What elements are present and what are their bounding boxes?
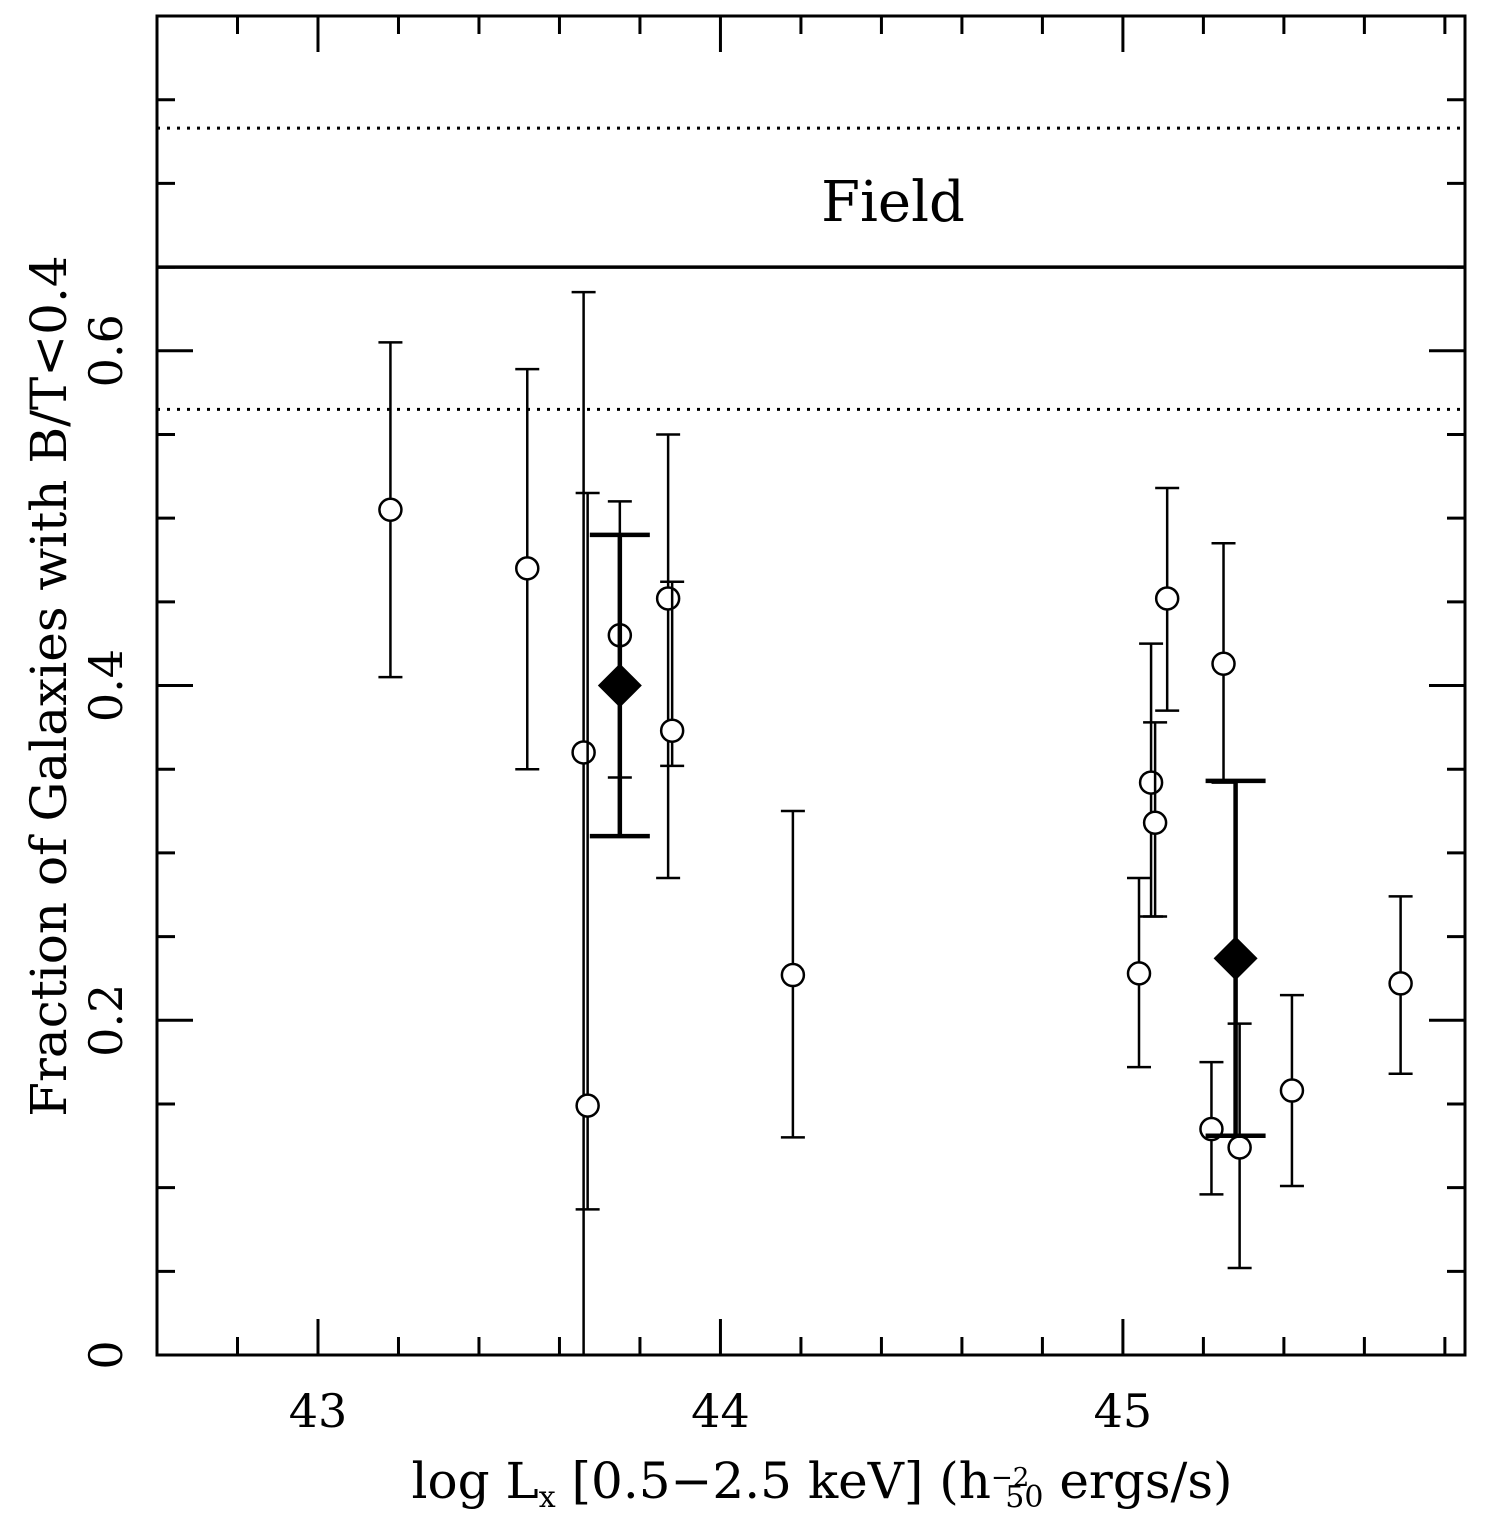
y-tick-label: 0.4 xyxy=(79,649,133,722)
y-tick-label: 0.2 xyxy=(79,984,133,1057)
x-tick-label: 45 xyxy=(1094,1384,1153,1438)
data-marks xyxy=(378,290,1413,1357)
circle-marker xyxy=(1211,651,1236,676)
binned-point xyxy=(589,532,650,839)
cluster-point xyxy=(575,491,600,1211)
plot-frame xyxy=(155,14,1467,1357)
circle-marker xyxy=(1279,1078,1305,1103)
y-tick-label: 0 xyxy=(79,1340,133,1369)
circle-marker xyxy=(571,740,596,765)
circle-marker xyxy=(1126,961,1152,986)
x-title-sub-50: 50 xyxy=(1005,1480,1043,1515)
y-axis-title: Fraction of Galaxies with B/T<0.4 xyxy=(20,255,78,1116)
field-label: Field xyxy=(821,170,965,235)
field-lines xyxy=(157,126,1465,411)
cluster-point xyxy=(1199,1060,1224,1196)
circle-marker xyxy=(575,1093,600,1118)
circle-marker xyxy=(780,962,806,988)
cluster-point xyxy=(1211,541,1236,784)
circle-marker xyxy=(378,497,403,523)
cluster-point xyxy=(1138,642,1164,918)
cluster-point xyxy=(1142,721,1168,918)
binned-point xyxy=(1205,778,1266,1138)
cluster-point xyxy=(780,809,806,1139)
cluster-point xyxy=(1227,1022,1252,1270)
x-title-sup-exp: −2 xyxy=(991,1463,1029,1493)
y-tick-label: 0.6 xyxy=(79,314,133,387)
cluster-point xyxy=(655,433,681,880)
cluster-point xyxy=(1154,486,1180,712)
cluster-point xyxy=(378,341,403,679)
x-axis-title: log Lx [0.5−2.5 keV] (h−2 50 ergs/s) xyxy=(411,1452,1232,1515)
x-title-suffix: ergs/s) xyxy=(1043,1452,1232,1510)
x-title-sub-x: x xyxy=(539,1480,556,1515)
diamond-marker xyxy=(1213,936,1258,981)
cluster-point xyxy=(1126,876,1152,1069)
x-tick-label: 44 xyxy=(691,1384,750,1438)
circle-marker xyxy=(1138,770,1164,795)
circle-marker xyxy=(655,586,681,611)
circle-marker xyxy=(1142,810,1168,835)
diamond-marker xyxy=(597,663,642,708)
cluster-point xyxy=(1279,993,1305,1188)
x-title-middle: [0.5−2.5 keV] (h xyxy=(556,1452,991,1510)
cluster-point xyxy=(571,290,596,1357)
tick-labels: 43 44 45 0 0.2 0.4 0.6 xyxy=(79,314,1152,1438)
circle-marker xyxy=(515,556,540,581)
cluster-point xyxy=(515,367,540,771)
circle-marker xyxy=(659,718,685,743)
circle-marker xyxy=(1154,586,1180,611)
axis-ticks xyxy=(155,14,1465,1357)
circle-marker xyxy=(1227,1135,1252,1160)
cluster-point xyxy=(659,580,685,768)
circle-marker xyxy=(1388,971,1413,996)
x-tick-label: 43 xyxy=(289,1384,348,1438)
cluster-point xyxy=(1388,895,1413,1076)
x-title-prefix: log L xyxy=(411,1452,538,1510)
